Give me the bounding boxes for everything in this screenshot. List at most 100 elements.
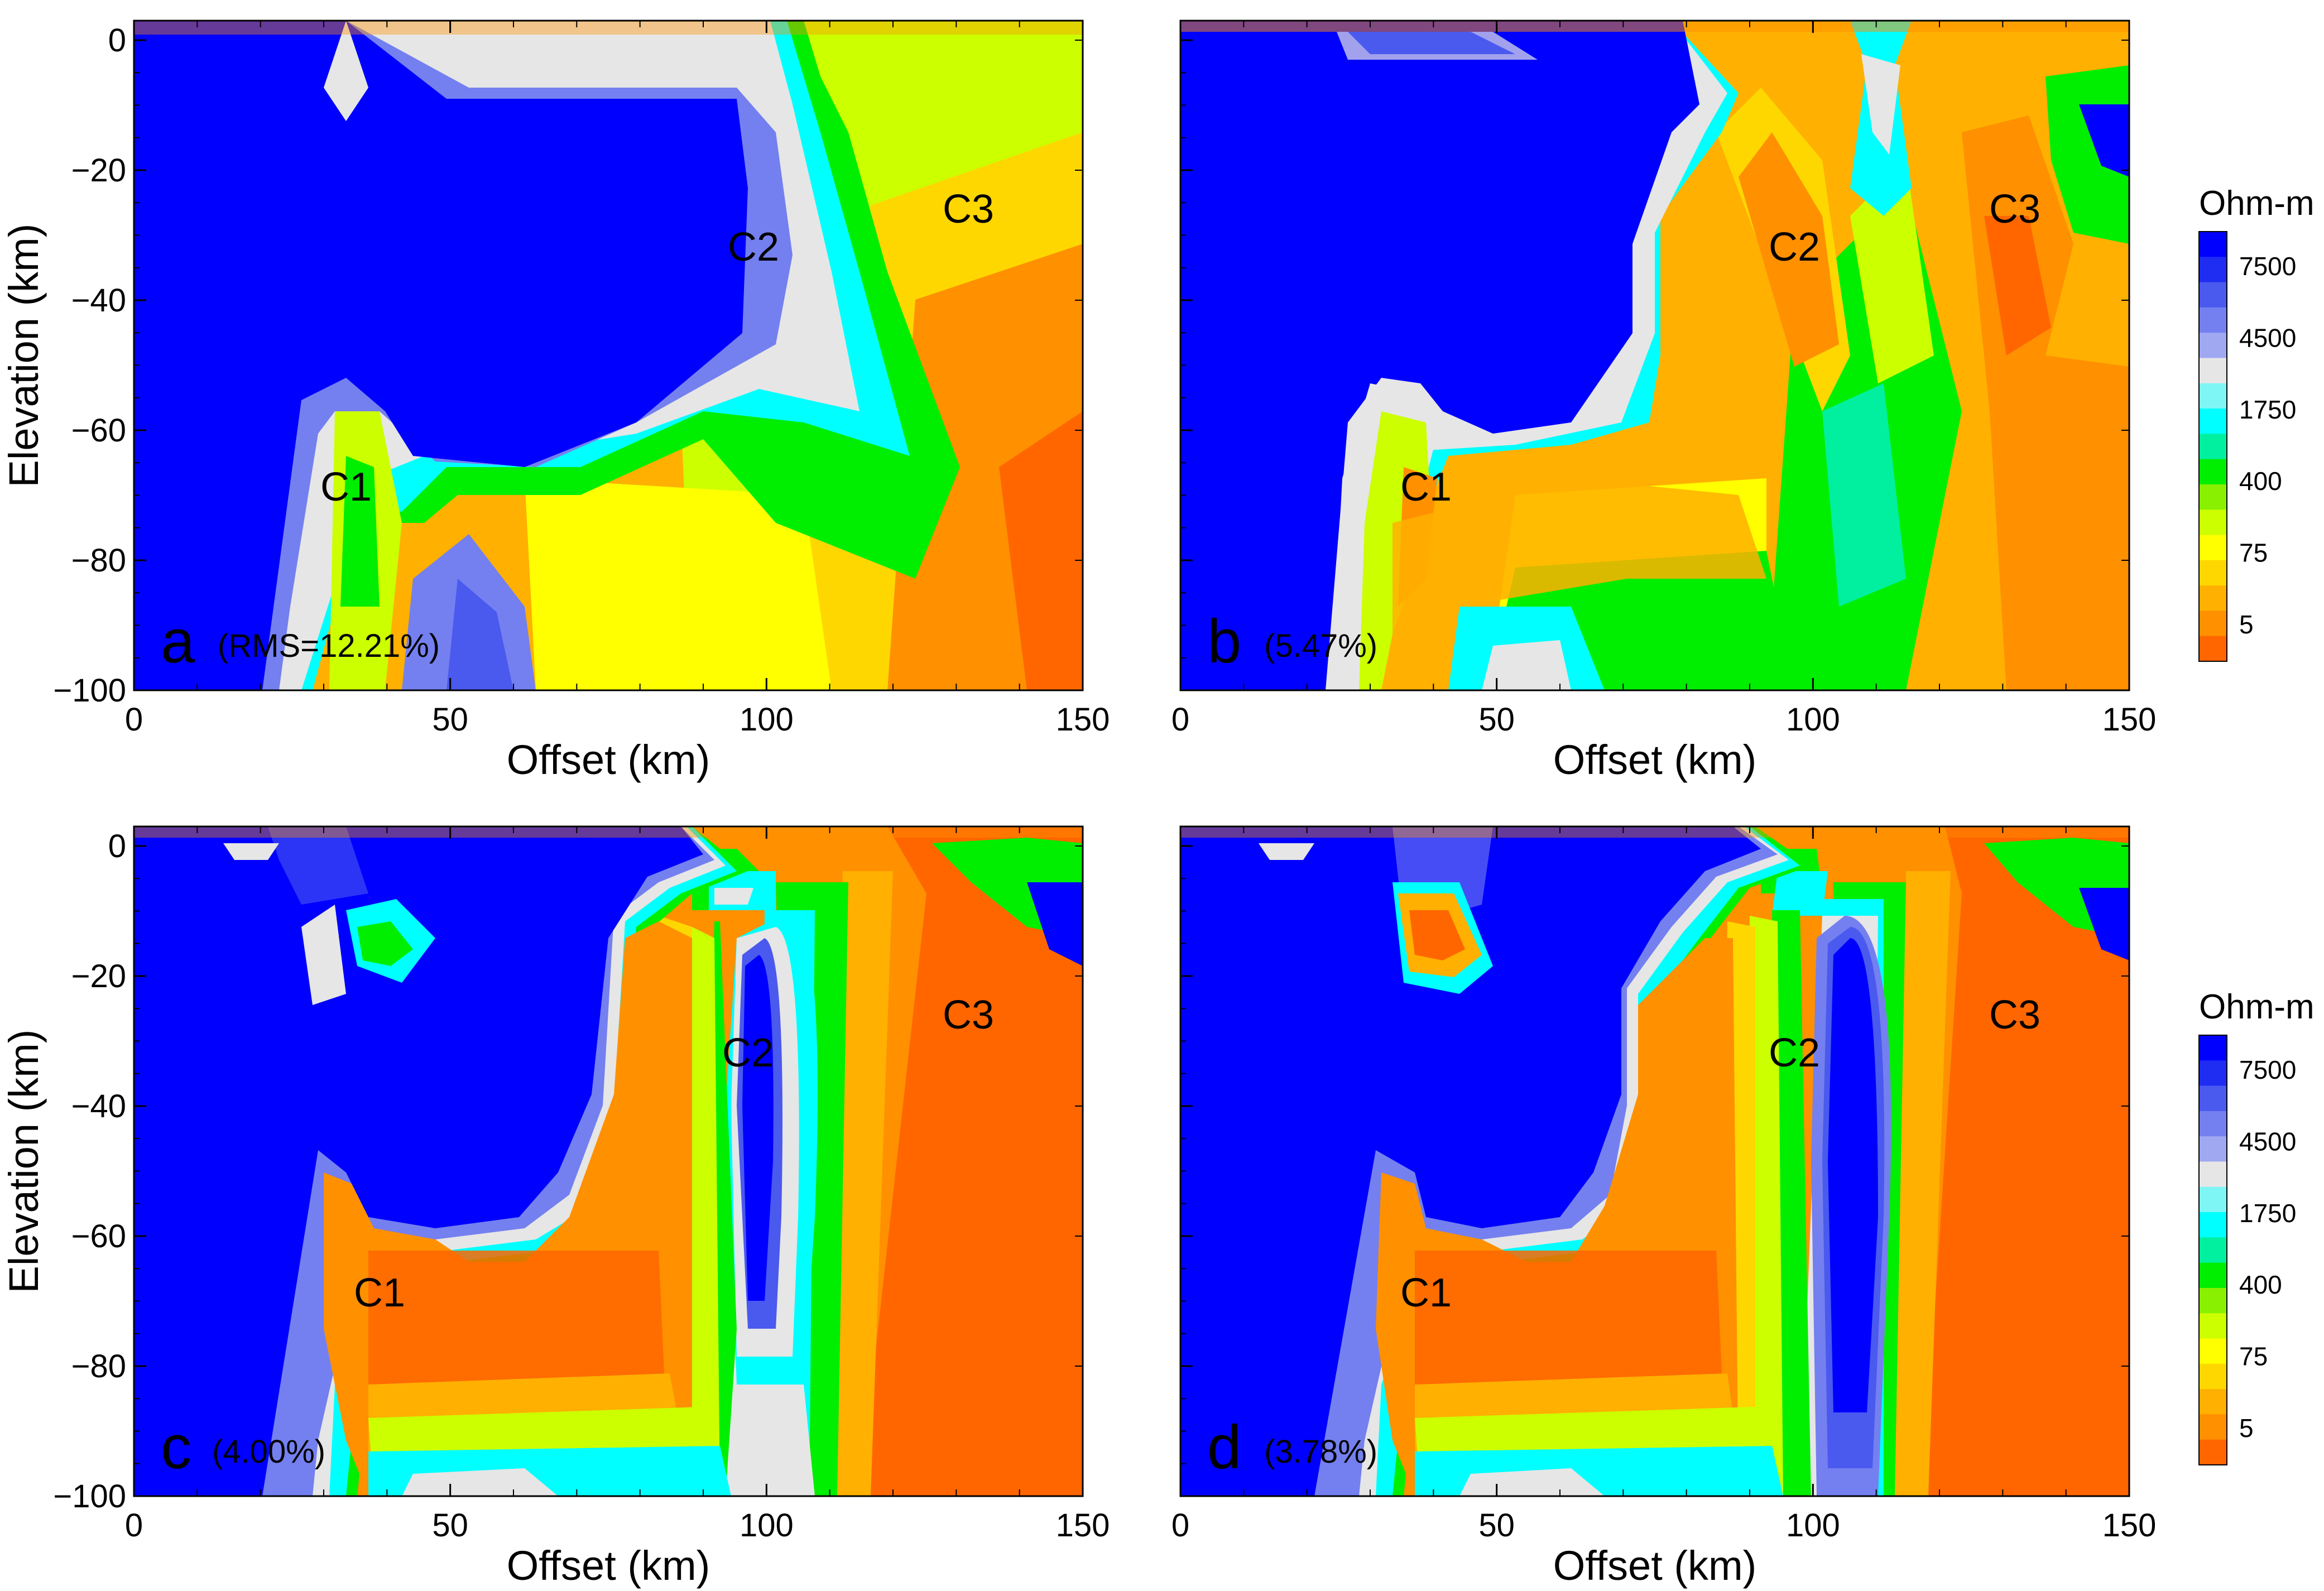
colorbar-swatch xyxy=(2199,1262,2227,1289)
colorbar-swatch xyxy=(2199,1363,2227,1390)
panel-letter-d: d xyxy=(1207,1413,1241,1482)
rms-label-a: (RMS=12.21%) xyxy=(218,628,440,664)
colorbar-title-top: Ohm-m xyxy=(2199,184,2315,223)
colorbar-swatch xyxy=(2199,257,2227,283)
axis-ticks-b: 0 50 100 150 Offset (km) xyxy=(1171,21,2157,783)
x-tick-label: 0 xyxy=(125,701,143,738)
colorbar-swatch xyxy=(2199,307,2227,334)
feature-label-c2-c: C2 xyxy=(722,1031,774,1075)
feature-label-c2-d: C2 xyxy=(1769,1031,1820,1075)
rms-label-c: (4.00%) xyxy=(212,1434,325,1470)
feature-label-c3-b: C3 xyxy=(1989,187,2040,232)
plot-frame-b xyxy=(1179,20,2130,691)
panel-b: 0 50 100 150 Offset (km) C1 C2 C3 b (5.47%) xyxy=(1171,20,2157,783)
panel-a: 0 50 100 150 0 −20 −40 −60 −80 −100 Offset (km) Ele… xyxy=(1,20,1110,783)
x-axis-title: Offset (km) xyxy=(1553,1542,1757,1589)
colorbar-swatch xyxy=(2199,585,2227,612)
colorbar-swatch xyxy=(2199,333,2227,359)
colorbar-swatch xyxy=(2199,434,2227,460)
contour-field-a xyxy=(134,21,1083,690)
x-tick-label: 150 xyxy=(1056,1507,1110,1544)
y-tick-label: 0 xyxy=(108,828,126,864)
feature-label-c2-b: C2 xyxy=(1769,225,1820,270)
x-axis-title: Offset (km) xyxy=(507,1542,710,1589)
x-tick-label: 50 xyxy=(432,701,468,738)
colorbar-swatch xyxy=(2199,560,2227,587)
colorbar-swatch xyxy=(2199,459,2227,485)
colorbar-label: 5 xyxy=(2239,1414,2254,1443)
colorbar-swatch xyxy=(2199,383,2227,410)
colorbar-label: 400 xyxy=(2239,467,2282,496)
x-tick-label: 150 xyxy=(2102,701,2157,738)
plot-frame-a xyxy=(133,20,1084,691)
feature-label-c1-c: C1 xyxy=(354,1271,405,1315)
rms-label-b: (5.47%) xyxy=(1264,628,1377,664)
y-tick-label: −80 xyxy=(71,542,126,579)
contour-field-b xyxy=(1180,21,2129,690)
y-tick-label: −20 xyxy=(71,152,126,189)
y-tick-label: 0 xyxy=(108,22,126,59)
rms-label-d: (3.78%) xyxy=(1264,1434,1377,1470)
feature-label-c1-b: C1 xyxy=(1400,465,1452,509)
colorbar-swatch xyxy=(2199,1085,2227,1112)
colorbar-swatch xyxy=(2199,535,2227,561)
colorbar-label: 1750 xyxy=(2239,395,2296,424)
contour-field-d xyxy=(1180,826,2129,1496)
x-tick-label: 150 xyxy=(1056,701,1110,738)
feature-label-c3-a: C3 xyxy=(943,187,994,232)
colorbar-label: 4500 xyxy=(2239,324,2296,353)
colorbar-swatch xyxy=(2199,1287,2227,1314)
panel-c: 0 50 100 150 0 −20 −40 −60 −80 −100 Offset (km) Ele… xyxy=(1,825,1110,1589)
contour-field-c xyxy=(134,826,1083,1496)
feature-label-c1-d: C1 xyxy=(1400,1271,1452,1315)
x-tick-label: 150 xyxy=(2102,1507,2157,1544)
colorbar-label: 75 xyxy=(2239,1342,2268,1371)
x-axis-title: Offset (km) xyxy=(507,737,710,783)
colorbar-label: 7500 xyxy=(2239,1055,2296,1084)
x-tick-label: 0 xyxy=(1171,1507,1189,1544)
feature-label-c3-c: C3 xyxy=(943,993,994,1037)
x-tick-label: 100 xyxy=(740,701,794,738)
colorbar-swatch xyxy=(2199,282,2227,308)
feature-label-c1-a: C1 xyxy=(320,465,372,509)
colorbar-label: 1750 xyxy=(2239,1199,2296,1228)
plot-frame-d xyxy=(1179,825,2130,1497)
x-tick-label: 100 xyxy=(740,1507,794,1544)
colorbar-label: 75 xyxy=(2239,539,2268,568)
axis-ticks-a: 0 50 100 150 0 −20 −40 −60 −80 −100 Offset (km) Ele… xyxy=(1,21,1110,783)
colorbar-swatch xyxy=(2199,1212,2227,1238)
x-axis-title: Offset (km) xyxy=(1553,737,1757,783)
panel-d: 0 50 100 150 Offset (km) C1 C2 C3 d (3.78%) xyxy=(1171,825,2157,1589)
colorbar-swatch xyxy=(2199,408,2227,435)
colorbar-swatch xyxy=(2199,611,2227,637)
y-tick-label: −100 xyxy=(53,672,126,709)
colorbar-bottom: Ohm-m 7500 4500 1750 400 75 5 xyxy=(2198,988,2315,1465)
y-axis-title: Elevation (km) xyxy=(1,224,47,488)
colorbar-swatch xyxy=(2199,1414,2227,1440)
colorbar-swatch xyxy=(2199,1338,2227,1364)
y-tick-label: −60 xyxy=(71,412,126,449)
colorbar-swatch xyxy=(2199,509,2227,536)
feature-label-c2-a: C2 xyxy=(728,225,779,270)
colorbar-swatch xyxy=(2199,358,2227,384)
colorbar-frame xyxy=(2198,231,2227,662)
y-axis-title: Elevation (km) xyxy=(1,1030,47,1294)
colorbar-swatch xyxy=(2199,1237,2227,1263)
colorbar-swatch xyxy=(2199,1136,2227,1162)
panel-letter-b: b xyxy=(1207,607,1241,676)
y-tick-label: −20 xyxy=(71,958,126,994)
x-tick-label: 0 xyxy=(1171,701,1189,738)
y-tick-label: −40 xyxy=(71,1088,126,1124)
y-tick-label: −60 xyxy=(71,1218,126,1254)
x-tick-label: 100 xyxy=(1786,1507,1840,1544)
colorbar-swatch xyxy=(2199,232,2227,258)
colorbar-swatch xyxy=(2199,1111,2227,1137)
y-tick-label: −100 xyxy=(53,1478,126,1515)
colorbar-label: 5 xyxy=(2239,610,2254,639)
y-tick-label: −80 xyxy=(71,1348,126,1385)
colorbar-label: 400 xyxy=(2239,1270,2282,1299)
colorbar-swatch xyxy=(2199,1161,2227,1188)
colorbar-title-bottom: Ohm-m xyxy=(2199,988,2315,1026)
x-tick-label: 50 xyxy=(1478,1507,1515,1544)
